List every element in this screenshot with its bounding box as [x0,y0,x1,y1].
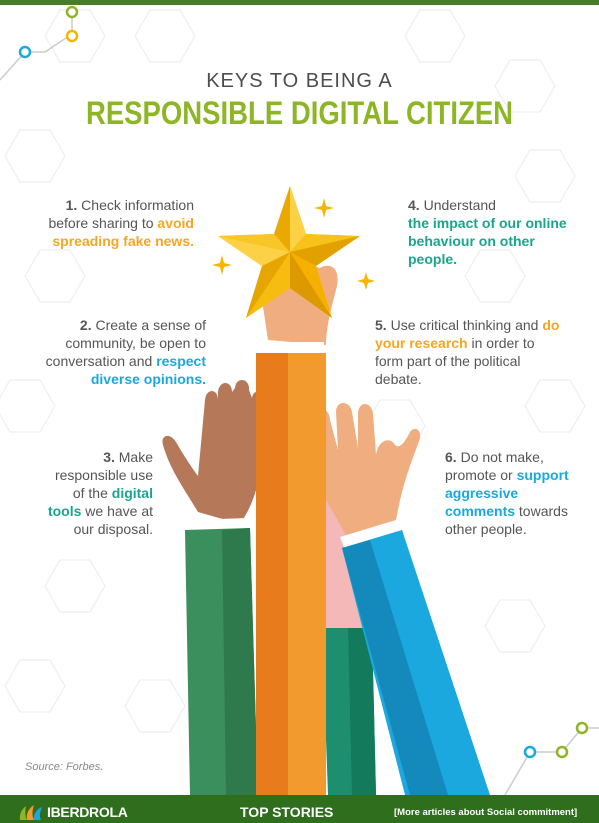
page-title: RESPONSIBLE DIGITAL CITIZEN [85,95,514,131]
top-bar [0,0,599,5]
key-text: Do not make, promote or [445,449,544,483]
center-arm [256,255,338,795]
iberdrola-logo-icon[interactable] [17,803,47,821]
key-text: Use critical thinking and [390,317,539,333]
key-3: 3. Make responsible use of the digital t… [40,448,153,538]
right-arm [308,403,490,795]
illustration [0,5,599,795]
brand-name[interactable]: IBERDROLA [47,804,128,820]
key-highlight: the impact of our online behaviour on ot… [408,215,567,267]
left-arm [162,379,266,795]
footer-bar [0,795,599,823]
hexagon-pattern [0,9,586,733]
key-text: Understand [423,197,496,213]
key-6: 6. Do not make, promote or support aggre… [445,448,575,538]
key-highlight: do your research [375,317,560,351]
key-text-after: towards other people. [445,503,568,537]
key-highlight: avoid spreading fake news. [52,215,194,249]
sparkle-icon [212,198,375,290]
key-text-after: in order to form part of the political d… [375,335,535,387]
key-number: 3. [103,449,115,465]
key-number: 2. [79,317,92,333]
source-note: Source: Forbes. [25,761,104,773]
top-stories-link[interactable]: TOP STORIES [240,804,334,820]
key-highlight: support aggressive comments [445,467,569,519]
key-number: 6. [445,449,457,465]
key-highlight: respect diverse opinions. [90,353,206,387]
connector-top-left [0,5,79,81]
more-articles-link[interactable]: [More articles about Social commitment] [394,807,578,818]
heading-kicker: KEYS TO BEING A [206,70,393,92]
key-highlight: digital tools [47,485,153,519]
key-number: 5. [375,317,387,333]
star-icon [218,186,360,318]
key-1: 1. Check information before sharing to a… [40,196,194,250]
key-4: 4. Understand the impact of our online b… [408,196,568,268]
key-text: Create a sense of community, be open to … [45,317,206,369]
key-text: Check information before sharing to [48,197,194,231]
key-number: 1. [65,197,78,213]
key-text-after: we have at our disposal. [73,503,153,537]
key-text: Make responsible use of the [54,449,153,501]
key-2: 2. Create a sense of community, be open … [20,316,206,388]
connector-bottom-right [504,721,599,795]
key-5: 5. Use critical thinking and do your res… [375,316,565,388]
key-number: 4. [408,197,420,213]
